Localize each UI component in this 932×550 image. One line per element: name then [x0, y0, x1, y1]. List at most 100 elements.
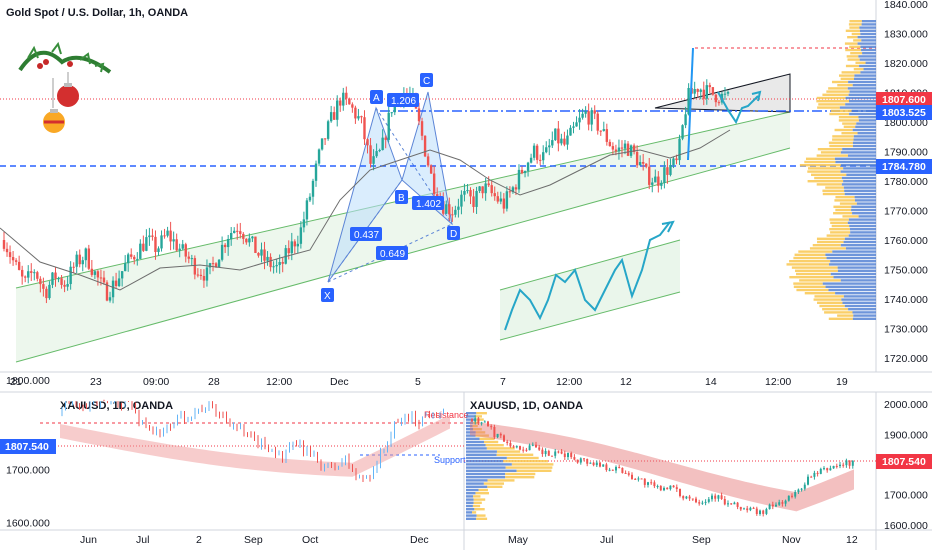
main-candle	[375, 151, 378, 157]
br-ribbon-band	[470, 421, 854, 512]
br-candle-body	[579, 458, 582, 463]
vp-bar-buy	[848, 154, 876, 157]
vp-bar-buy	[857, 132, 876, 135]
main-time-tick-11: 12:00	[765, 376, 791, 388]
main-candle	[387, 112, 390, 140]
vp-bar-sell	[826, 90, 850, 93]
ratio-1206: 1.206	[391, 96, 416, 107]
vp-bar-sell	[822, 308, 849, 311]
br-candle-body	[480, 422, 483, 424]
br-candle-body	[807, 476, 809, 485]
br-candle-body	[781, 502, 784, 504]
br-vp-bar-sell	[472, 511, 477, 514]
main-time-tick-5: Dec	[330, 376, 349, 388]
br-candle-body	[653, 482, 656, 487]
br-candle-body	[602, 464, 605, 467]
main-candle	[178, 248, 181, 251]
bl-resistance: Resistance	[424, 410, 469, 420]
br-vp-bar-sell	[476, 514, 486, 517]
br-vp-bar-sell	[479, 437, 495, 440]
br-candle-body	[845, 460, 848, 466]
br-candle-body	[643, 478, 646, 485]
br-vp-bar-sell	[487, 485, 503, 488]
main-candle	[20, 269, 24, 277]
main-candle	[366, 139, 369, 146]
vp-bar-buy	[830, 260, 876, 263]
main-candle	[557, 128, 560, 144]
bl-time-tick-1: Jul	[136, 534, 149, 546]
vp-bar-sell	[837, 314, 854, 317]
bl-time-tick-3: Sep	[244, 534, 263, 546]
main-candle	[205, 267, 209, 281]
br-candle-body	[698, 502, 701, 504]
br-candle-body	[749, 507, 752, 511]
vp-bar-sell	[809, 247, 846, 250]
main-candle	[641, 162, 645, 164]
bl-time-axis: Jun Jul 2 Sep Oct Dec	[80, 534, 429, 546]
br-candle-body	[730, 503, 733, 505]
main-candle	[714, 94, 718, 103]
br-ribbon	[470, 421, 854, 512]
vp-bar-buy	[853, 135, 876, 138]
vp-bar-buy	[825, 253, 876, 256]
br-candle-body	[605, 464, 608, 470]
br-vp-bar-sell	[475, 434, 489, 437]
main-candle	[420, 121, 424, 136]
vp-bar-buy	[840, 170, 876, 173]
bl-ribbon	[60, 414, 450, 477]
main-candle	[233, 230, 236, 233]
vp-bar-sell	[853, 39, 862, 42]
br-vp-bar-buy	[466, 444, 486, 447]
br-candle-body	[563, 453, 566, 458]
br-candle-body	[823, 468, 825, 470]
br-candle-body	[496, 433, 499, 438]
main-candle	[626, 143, 630, 156]
main-candle	[208, 263, 212, 268]
main-candle	[102, 277, 106, 283]
br-vp-bar-buy	[466, 437, 480, 440]
label-current: 1807.600	[882, 94, 926, 106]
br-candle-body	[765, 509, 768, 514]
main-candle	[8, 252, 12, 258]
vp-bar-sell	[826, 234, 849, 237]
vp-bar-sell	[855, 61, 866, 64]
main-candle	[593, 110, 596, 114]
br-candle-body	[762, 510, 765, 514]
vp-bar-buy	[846, 173, 876, 176]
main-candle	[378, 150, 381, 152]
main-candle	[266, 256, 269, 261]
vp-bar-buy	[857, 36, 876, 39]
main-candle	[454, 209, 457, 215]
main-candle	[175, 239, 178, 251]
br-price-tick-4: 1600.000	[884, 520, 928, 532]
bl-candles	[61, 399, 444, 483]
main-candle	[481, 186, 484, 194]
br-candle-body	[474, 418, 477, 422]
main-price-tick-2: 1820.000	[884, 58, 928, 70]
main-candle	[463, 191, 466, 195]
vp-bar-buy	[841, 176, 876, 180]
vp-bar-buy	[822, 282, 876, 285]
vp-bar-buy	[843, 167, 876, 170]
main-candle	[381, 137, 384, 151]
vp-bar-sell	[816, 183, 842, 186]
main-candle	[663, 167, 666, 183]
main-candle	[469, 190, 472, 197]
ratio-1402: 1.402	[416, 199, 441, 210]
br-candle-body	[679, 489, 681, 497]
main-candle	[684, 114, 687, 126]
main-candle	[130, 254, 133, 257]
vp-bar-sell	[825, 186, 844, 189]
br-candle-body	[675, 487, 678, 490]
br-candle-body	[515, 446, 518, 448]
vp-bar-sell	[846, 55, 859, 58]
bl-price-axis: 1800.000 1700.000 1600.000	[6, 375, 50, 530]
main-candle	[299, 227, 303, 244]
main-candle	[511, 187, 515, 193]
vp-bar-buy	[843, 240, 876, 244]
main-candle	[223, 244, 227, 248]
christmas-ornament-icon	[18, 41, 112, 133]
vp-bar-buy	[861, 39, 876, 42]
vp-bar-buy	[850, 231, 876, 234]
vp-bar-buy	[861, 23, 876, 26]
